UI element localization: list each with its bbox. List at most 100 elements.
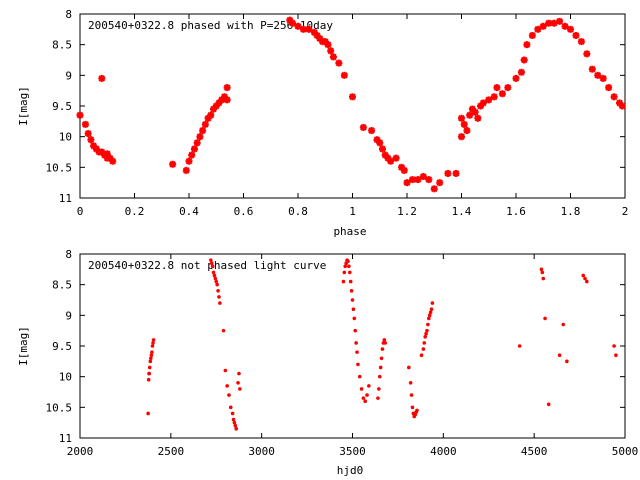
data-point: [414, 176, 422, 184]
data-point: [209, 258, 213, 262]
data-point: [361, 396, 366, 400]
data-point: [147, 371, 151, 376]
unphased-y-tick-label: 9.5: [52, 340, 72, 353]
unphased-y-tick-label: 10.5: [46, 401, 73, 414]
unphased-y-tick-label: 11: [59, 432, 72, 445]
data-point: [426, 322, 430, 327]
data-point: [223, 368, 228, 373]
data-point: [231, 417, 236, 422]
phased-data-points: [76, 16, 626, 193]
data-point: [408, 381, 413, 385]
data-point: [376, 139, 384, 147]
data-point: [305, 25, 313, 33]
data-point: [610, 93, 618, 101]
data-point: [289, 19, 297, 27]
data-point: [378, 365, 383, 370]
data-point: [147, 365, 152, 370]
data-point: [540, 270, 545, 275]
data-point: [612, 344, 616, 348]
data-point: [228, 405, 233, 410]
data-point: [81, 120, 89, 128]
data-point: [618, 102, 626, 110]
data-point: [585, 279, 589, 284]
data-point: [76, 111, 84, 119]
data-point: [355, 350, 359, 354]
data-point: [299, 25, 307, 33]
data-point: [190, 145, 198, 153]
data-point: [150, 350, 154, 354]
phased-light-curve-panel: 200540+0322.8 phased with P=256.10day ph…: [17, 8, 628, 238]
data-point: [368, 127, 376, 135]
unphased-x-tick-label: 3000: [248, 445, 275, 458]
data-point: [463, 127, 471, 135]
data-point: [425, 328, 429, 333]
data-point: [188, 151, 196, 159]
data-point: [214, 279, 219, 284]
data-point: [567, 25, 574, 33]
data-point: [223, 96, 231, 104]
data-point: [367, 384, 371, 388]
data-point: [421, 347, 426, 351]
data-point: [424, 331, 428, 336]
data-point: [498, 90, 506, 98]
data-point: [517, 344, 522, 348]
unphased-chart-title: 200540+0322.8 not phased light curve: [88, 259, 326, 272]
data-point: [427, 313, 432, 318]
data-point: [556, 17, 564, 25]
data-point: [541, 276, 546, 281]
data-point: [217, 295, 221, 299]
phased-chart-title: 200540+0322.8 phased with P=256.10day: [88, 19, 333, 32]
data-point: [196, 133, 204, 141]
data-point: [594, 71, 602, 79]
data-point: [539, 22, 547, 30]
data-point: [380, 347, 385, 351]
data-point: [444, 169, 452, 177]
phased-x-tick-label: 0.8: [288, 205, 308, 218]
unphased-plot-frame: [79, 253, 626, 439]
data-point: [199, 127, 207, 135]
data-point: [342, 270, 347, 275]
data-point: [520, 56, 528, 64]
data-point: [347, 270, 352, 275]
data-point: [460, 120, 468, 128]
phased-x-tick-label: 0.2: [125, 205, 145, 218]
data-point: [216, 289, 220, 293]
data-point: [146, 377, 151, 382]
data-point: [169, 160, 177, 168]
data-point: [377, 374, 382, 379]
data-point: [387, 157, 395, 165]
data-point: [193, 139, 201, 147]
unphased-y-axis-label: I[mag]: [17, 326, 30, 366]
data-point: [588, 65, 596, 73]
phased-x-tick-label: 1.8: [561, 205, 581, 218]
data-point: [348, 279, 353, 284]
data-point: [383, 341, 388, 345]
data-point: [349, 93, 356, 101]
data-point: [400, 166, 408, 174]
phased-y-tick-label: 10.5: [46, 161, 73, 174]
unphased-y-tick-label: 9: [65, 309, 72, 322]
data-point: [565, 359, 569, 364]
data-point: [422, 341, 427, 345]
data-point: [436, 179, 444, 187]
phased-y-tick-label: 8.5: [52, 39, 72, 52]
data-point: [354, 341, 358, 345]
data-point: [359, 387, 364, 391]
data-point: [294, 22, 302, 30]
unphased-y-tick-label: 8: [65, 248, 72, 261]
data-point: [376, 396, 380, 400]
data-point: [504, 84, 512, 92]
unphased-light-curve-panel: 200540+0322.8 not phased light curve hjd…: [17, 248, 638, 477]
phased-y-tick-label: 9.5: [52, 100, 72, 113]
data-point: [213, 276, 218, 281]
data-point: [146, 411, 150, 416]
data-point: [382, 338, 387, 342]
data-point: [151, 341, 155, 345]
data-point: [335, 59, 343, 67]
phased-x-tick-label: 1: [349, 205, 356, 218]
phased-y-axis-label: I[mag]: [17, 86, 30, 126]
data-point: [230, 411, 235, 416]
data-point: [577, 38, 585, 46]
data-point: [343, 264, 348, 269]
